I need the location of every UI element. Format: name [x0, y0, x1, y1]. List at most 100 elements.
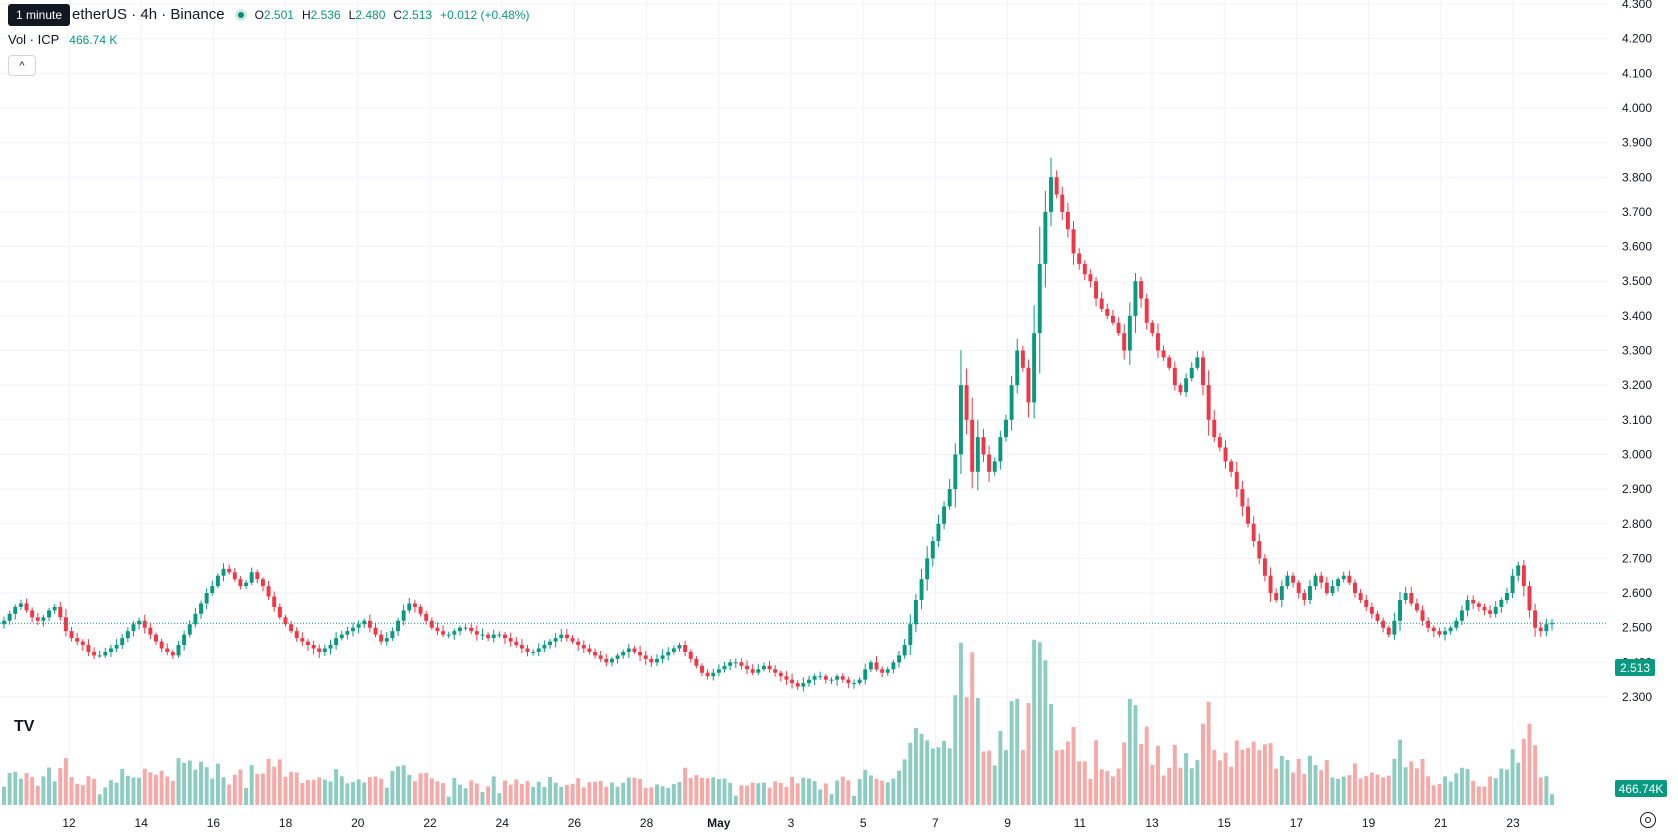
candle-body — [131, 624, 136, 632]
candle-body — [818, 676, 823, 678]
volume-value: 466.74 K — [69, 32, 118, 47]
volume-bar — [801, 777, 806, 805]
volume-bar — [294, 772, 299, 805]
volume-bar — [874, 778, 879, 805]
candle-body — [429, 620, 434, 628]
volume-bar — [367, 777, 372, 805]
volume-bar — [823, 783, 828, 805]
candle-body — [266, 586, 271, 597]
candle-body — [1144, 298, 1149, 323]
candle-body — [750, 669, 755, 673]
volume-bar — [1268, 743, 1273, 805]
tradingview-logo-icon[interactable]: TV — [14, 718, 35, 735]
candle-body — [424, 613, 429, 621]
volume-bar — [1476, 786, 1481, 805]
y-tick-label: 3.000 — [1622, 447, 1652, 461]
candle-body — [1251, 523, 1256, 542]
candle-body — [1139, 281, 1144, 299]
chevron-up-icon: ^ — [19, 59, 25, 72]
market-status-icon[interactable] — [234, 8, 247, 21]
candle-body — [790, 679, 795, 684]
volume-bar — [1077, 761, 1082, 805]
candle-body — [1296, 582, 1301, 594]
candle-body — [508, 638, 513, 642]
volume-bar — [576, 778, 581, 805]
x-tick-label: 26 — [568, 816, 582, 830]
x-tick-label: 12 — [62, 816, 76, 830]
candle-body — [137, 620, 142, 625]
candle-body — [655, 658, 659, 663]
candle-body — [486, 634, 491, 639]
volume-bar — [548, 776, 552, 805]
candlesticks — [2, 157, 1554, 692]
volume-bar — [531, 787, 536, 805]
candle-body — [587, 648, 592, 652]
volume-bar — [120, 768, 125, 805]
candle-body — [193, 613, 198, 625]
volume-bar — [441, 783, 446, 805]
candle-body — [92, 651, 97, 656]
candle-body — [1161, 350, 1166, 358]
volume-bar — [609, 782, 614, 805]
candle-body — [1324, 582, 1329, 594]
volume-bar — [1330, 777, 1335, 805]
candle-body — [891, 662, 896, 670]
candle-body — [356, 624, 361, 628]
volume-bar — [806, 778, 811, 805]
y-tick-label: 3.300 — [1622, 344, 1652, 358]
volume-bar — [1296, 758, 1301, 805]
volume-bar — [756, 783, 761, 805]
candle-body — [998, 437, 1003, 462]
candle-body — [367, 620, 372, 628]
y-tick-label: 4.200 — [1622, 32, 1652, 46]
volume-bar — [1088, 778, 1093, 805]
candle-body — [970, 419, 975, 472]
candle-body — [322, 648, 327, 652]
volume-bar — [463, 788, 468, 805]
candle-body — [300, 638, 305, 642]
candle-body — [1127, 315, 1132, 351]
candle-body — [705, 672, 710, 677]
candle-body — [913, 599, 918, 625]
volume-bar — [1037, 642, 1042, 805]
candle-body — [1268, 575, 1273, 594]
candle-body — [148, 627, 153, 635]
candle-body — [159, 641, 164, 649]
volume-bar — [1313, 765, 1318, 805]
volume-bar — [705, 778, 710, 805]
symbol-title[interactable]: etherUS · 4h · Binance — [72, 6, 225, 23]
candle-body — [215, 575, 220, 587]
candle-body — [503, 634, 507, 639]
volume-bar — [418, 773, 423, 805]
candle-body — [1437, 631, 1442, 635]
volume-bar — [1347, 775, 1352, 805]
volume-bar — [306, 780, 310, 805]
candle-body — [1274, 593, 1279, 600]
low-label: L — [348, 7, 356, 22]
candle-body — [902, 645, 907, 656]
volume-bar — [41, 776, 46, 805]
candle-body — [47, 610, 52, 618]
candle-body — [1015, 350, 1020, 386]
volume-bar — [998, 730, 1003, 805]
price-axis[interactable]: 4.300 4.200 4.100 4.000 3.900 3.800 3.700 3.600… — [1622, 0, 1652, 704]
volume-bar — [63, 758, 68, 805]
candle-body — [1347, 575, 1352, 583]
volume-bar — [660, 786, 665, 805]
collapse-legend-button[interactable]: ^ — [8, 55, 36, 76]
candle-body — [1088, 274, 1093, 282]
y-tick-label: 3.100 — [1622, 413, 1652, 427]
volume-bar — [913, 727, 918, 805]
volume-bar — [334, 769, 339, 805]
candle-body — [1319, 575, 1324, 583]
volume-bar — [525, 781, 530, 805]
time-axis[interactable]: 12 14 16 18 20 22 24 26 28 May 3 5 7 9 11 13 15 17 19 21 23 — [62, 816, 1520, 830]
settings-icon[interactable] — [1640, 812, 1656, 828]
volume-bar — [925, 740, 930, 805]
candle-body — [1414, 603, 1419, 611]
candle-body — [176, 645, 181, 656]
candle-body — [908, 624, 913, 646]
candle-body — [812, 676, 817, 680]
volume-label[interactable]: Vol · ICP — [8, 32, 60, 47]
